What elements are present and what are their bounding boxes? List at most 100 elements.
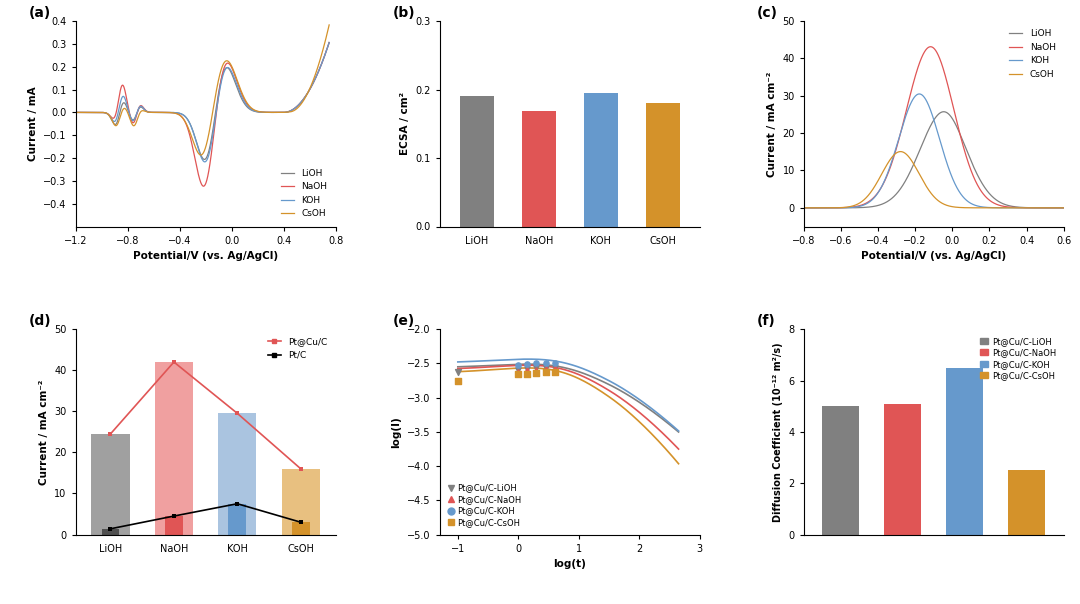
Bar: [92, 434, 130, 535]
Point: [528, 365, 545, 374]
Point: [518, 369, 536, 379]
Legend: Pt@Cu/C, Pt/C: Pt@Cu/C, Pt/C: [264, 333, 332, 364]
CsOH: [323, 21, 336, 28]
KOH: [318, 53, 330, 60]
Y-axis label: Current / mA: Current / mA: [27, 86, 38, 161]
NaOH: [291, 103, 303, 110]
NaOH: [1052, 204, 1065, 211]
LiOH: [1052, 204, 1065, 211]
LiOH: [1024, 204, 1037, 211]
CsOH: [842, 203, 855, 210]
LiOH: [177, 112, 190, 119]
NaOH: [842, 204, 855, 211]
NaOH: [797, 204, 810, 211]
LiOH: [69, 109, 82, 116]
LiOH: [908, 158, 921, 165]
LiOH: [797, 204, 810, 211]
Point: [546, 362, 564, 372]
CsOH: [1052, 204, 1065, 211]
KOH: [1024, 204, 1037, 211]
X-axis label: log(t): log(t): [553, 559, 586, 569]
NaOH: [924, 43, 937, 50]
CsOH: [797, 204, 810, 211]
KOH: [177, 112, 190, 119]
CsOH: [194, 152, 207, 159]
X-axis label: Potential/V (vs. Ag/AgCl): Potential/V (vs. Ag/AgCl): [861, 251, 1007, 261]
LiOH: [897, 181, 910, 188]
Bar: [885, 403, 921, 535]
Bar: [646, 103, 679, 226]
Point: [546, 364, 564, 373]
LiOH: [318, 53, 330, 60]
KOH: [323, 39, 336, 46]
Bar: [292, 522, 310, 535]
CsOH: [69, 109, 82, 116]
NaOH: [166, 109, 179, 117]
NaOH: [897, 118, 910, 126]
NaOH: [318, 53, 330, 60]
Point: [537, 362, 554, 372]
NaOH: [827, 204, 840, 211]
Y-axis label: log(I): log(I): [391, 416, 402, 448]
LiOH: [842, 204, 855, 211]
NaOH: [69, 109, 82, 116]
Y-axis label: ECSA / cm²: ECSA / cm²: [400, 92, 409, 155]
Text: (c): (c): [757, 6, 778, 20]
LiOH: [113, 110, 126, 117]
Point: [528, 364, 545, 373]
NaOH: [1024, 204, 1037, 211]
CsOH: [318, 41, 330, 48]
Point: [546, 358, 564, 368]
LiOH: [198, 156, 211, 163]
Line: KOH: KOH: [76, 42, 329, 162]
CsOH: [908, 162, 921, 170]
KOH: [913, 91, 926, 98]
Point: [528, 368, 545, 378]
Point: [449, 376, 467, 385]
KOH: [797, 204, 810, 211]
Y-axis label: Diffusion Coefficient (10⁻¹² m²/s): Diffusion Coefficient (10⁻¹² m²/s): [773, 342, 783, 522]
NaOH: [908, 74, 921, 82]
CsOH: [177, 116, 190, 123]
Point: [518, 365, 536, 375]
Y-axis label: Current / mA cm⁻²: Current / mA cm⁻²: [39, 379, 49, 484]
Legend: LiOH, NaOH, KOH, CsOH: LiOH, NaOH, KOH, CsOH: [278, 165, 332, 222]
Point: [510, 370, 527, 379]
Line: NaOH: NaOH: [804, 47, 1064, 208]
NaOH: [177, 116, 190, 123]
Point: [518, 359, 536, 369]
Line: NaOH: NaOH: [76, 42, 329, 186]
Point: [537, 367, 554, 377]
CsOH: [897, 149, 910, 156]
KOH: [113, 103, 126, 110]
CsOH: [894, 148, 907, 155]
CsOH: [166, 109, 179, 117]
Legend: Pt@Cu/C-LiOH, Pt@Cu/C-NaOH, Pt@Cu/C-KOH, Pt@Cu/C-CsOH: Pt@Cu/C-LiOH, Pt@Cu/C-NaOH, Pt@Cu/C-KOH,…: [977, 333, 1059, 384]
Legend: LiOH, NaOH, KOH, CsOH: LiOH, NaOH, KOH, CsOH: [1005, 25, 1059, 82]
KOH: [842, 204, 855, 211]
CsOH: [827, 204, 840, 211]
Point: [546, 367, 564, 376]
Bar: [822, 406, 860, 535]
Point: [537, 364, 554, 374]
CsOH: [98, 109, 111, 117]
Bar: [229, 504, 246, 535]
Text: (e): (e): [393, 314, 415, 328]
KOH: [1052, 204, 1065, 211]
KOH: [69, 109, 82, 116]
Text: (b): (b): [393, 6, 416, 20]
CsOH: [1024, 204, 1037, 211]
Point: [528, 359, 545, 368]
Point: [510, 360, 527, 370]
LiOH: [291, 103, 303, 110]
Bar: [460, 96, 494, 226]
Bar: [1008, 471, 1045, 535]
CsOH: [1057, 204, 1070, 211]
Line: LiOH: LiOH: [76, 42, 329, 159]
LiOH: [323, 39, 336, 46]
Point: [510, 365, 527, 375]
KOH: [827, 204, 840, 211]
Legend: Pt@Cu/C-LiOH, Pt@Cu/C-NaOH, Pt@Cu/C-KOH, Pt@Cu/C-CsOH: Pt@Cu/C-LiOH, Pt@Cu/C-NaOH, Pt@Cu/C-KOH,…: [444, 480, 525, 530]
CsOH: [113, 115, 126, 123]
KOH: [199, 158, 212, 165]
